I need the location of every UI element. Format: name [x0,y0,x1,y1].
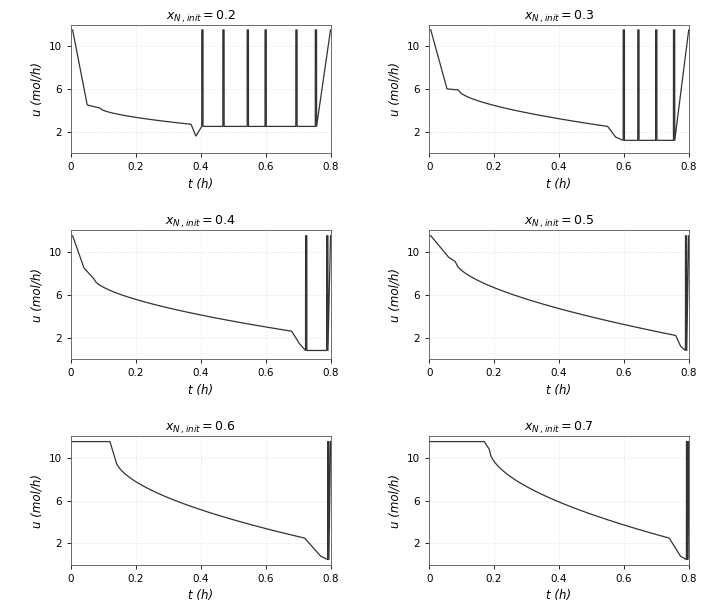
Title: $x_{N\,,init}=0.3$: $x_{N\,,init}=0.3$ [524,8,594,25]
X-axis label: t (h): t (h) [188,178,213,191]
Y-axis label: u (mol/h): u (mol/h) [388,268,401,322]
Title: $x_{N\,,init}=0.4$: $x_{N\,,init}=0.4$ [165,214,236,230]
Y-axis label: u (mol/h): u (mol/h) [31,473,43,527]
Title: $x_{N\,,init}=0.2$: $x_{N\,,init}=0.2$ [166,8,236,25]
X-axis label: t (h): t (h) [547,589,572,602]
X-axis label: t (h): t (h) [188,589,213,602]
Y-axis label: u (mol/h): u (mol/h) [388,62,401,116]
Title: $x_{N\,,init}=0.7$: $x_{N\,,init}=0.7$ [524,420,594,436]
Y-axis label: u (mol/h): u (mol/h) [31,268,43,322]
X-axis label: t (h): t (h) [547,384,572,397]
Y-axis label: u (mol/h): u (mol/h) [388,473,401,527]
Y-axis label: u (mol/h): u (mol/h) [31,62,43,116]
X-axis label: t (h): t (h) [547,178,572,191]
Title: $x_{N\,,init}=0.6$: $x_{N\,,init}=0.6$ [165,420,236,436]
X-axis label: t (h): t (h) [188,384,213,397]
Title: $x_{N\,,init}=0.5$: $x_{N\,,init}=0.5$ [524,214,594,230]
